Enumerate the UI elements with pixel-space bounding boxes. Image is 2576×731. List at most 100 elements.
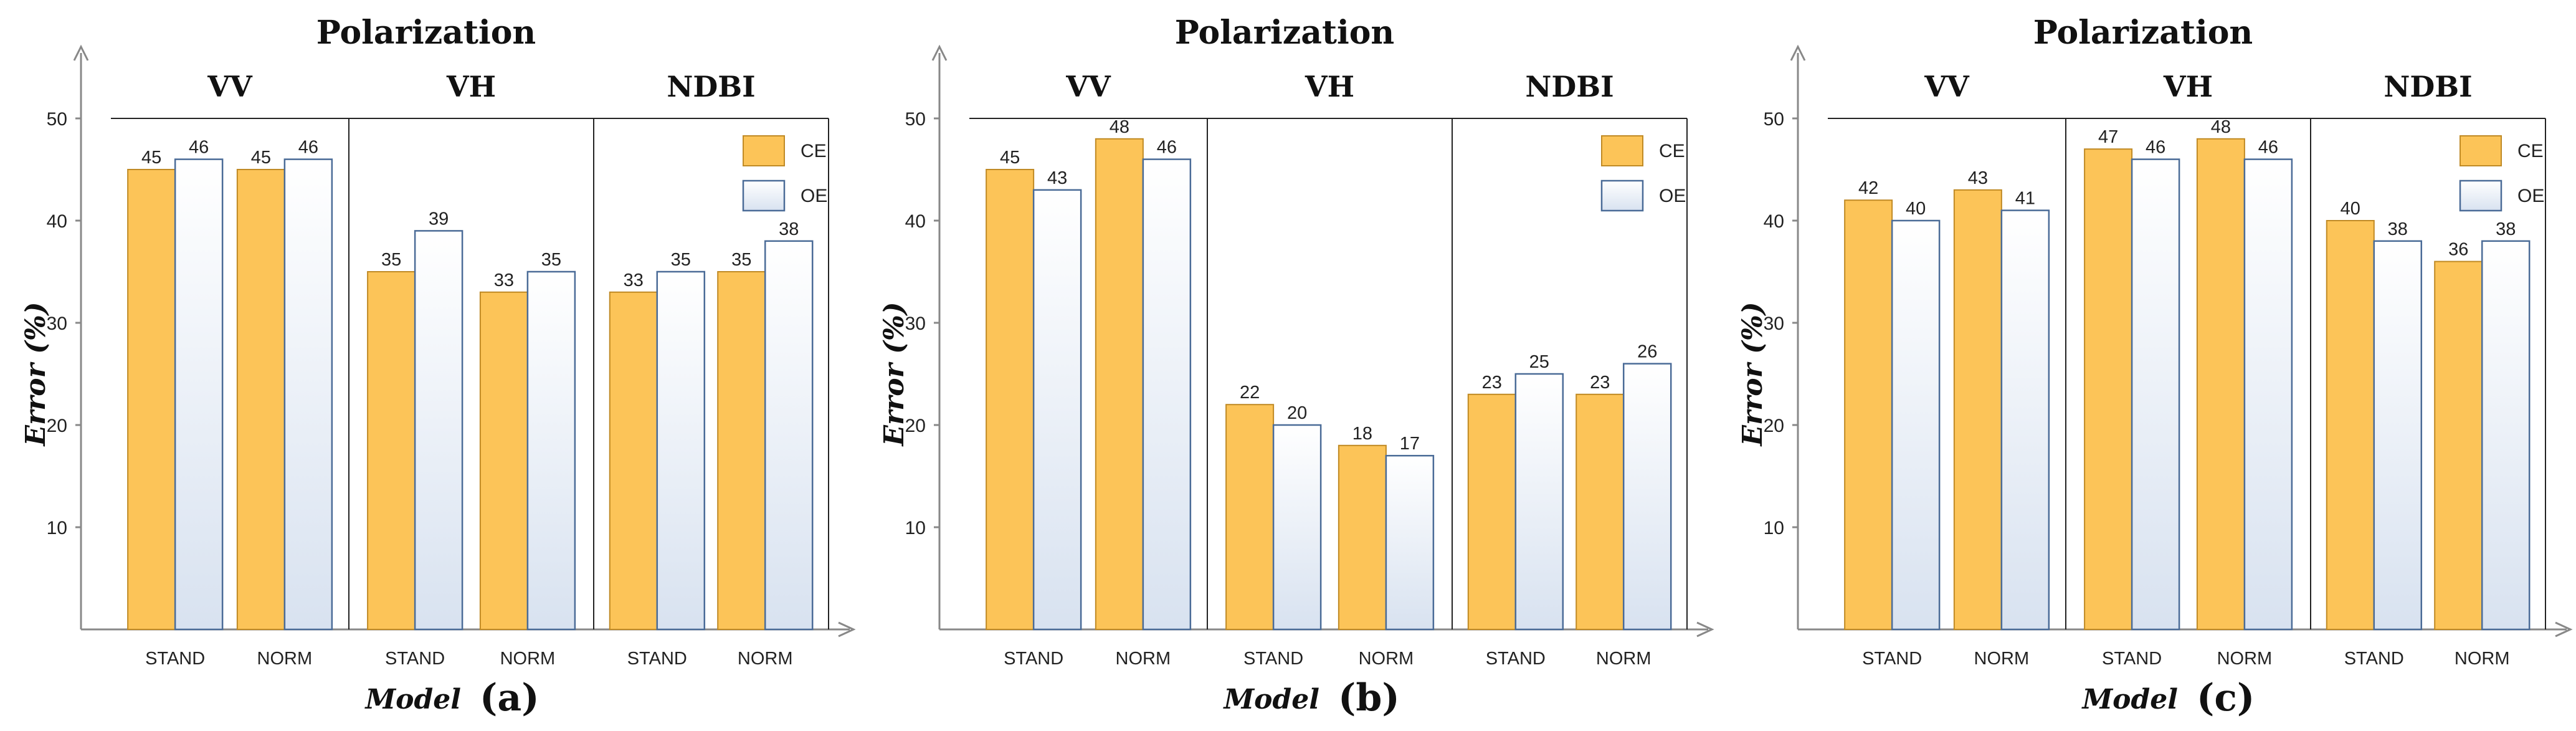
bar-ce — [367, 271, 416, 630]
y-axis-arrow — [931, 44, 948, 61]
bar-ce — [2196, 138, 2245, 631]
bar-oe — [2131, 158, 2180, 631]
chart-panel-b: Polarization 10 20 30 40 50 Error (%) VV VH NDBI 4… — [878, 14, 1714, 720]
y-tick-label: 30 — [47, 313, 67, 334]
bar-oe — [1032, 189, 1082, 631]
data-label-oe: 25 — [1529, 352, 1549, 372]
data-label-ce: 23 — [1482, 373, 1502, 393]
data-label-ce: 47 — [2098, 127, 2118, 147]
data-label-oe: 40 — [1906, 199, 1926, 219]
legend-swatch-ce — [743, 135, 785, 166]
chart-title: Polarization — [2033, 14, 2253, 52]
bar-oe — [283, 158, 333, 631]
y-tick-label: 10 — [1764, 518, 1784, 538]
data-label-ce: 42 — [1858, 178, 1878, 198]
bar-ce — [236, 169, 285, 630]
x-category-label: NORM — [1359, 649, 1414, 669]
y-axis-label: Error (%) — [1737, 302, 1769, 447]
x-category-label: STAND — [2344, 649, 2404, 669]
bar-oe — [1385, 454, 1435, 631]
bar-ce — [1576, 393, 1625, 630]
data-label-oe: 41 — [2015, 189, 2035, 209]
data-label-oe: 39 — [429, 209, 449, 229]
x-axis-label: Model — [364, 684, 461, 715]
bar-oe — [1891, 219, 1941, 631]
data-label-oe: 46 — [2258, 138, 2278, 158]
data-label-oe: 38 — [2496, 219, 2516, 239]
data-label-oe: 46 — [298, 138, 318, 158]
data-label-oe: 20 — [1287, 403, 1307, 423]
data-label-ce: 40 — [2341, 199, 2360, 219]
x-axis-arrow — [2555, 621, 2573, 638]
data-label-oe: 38 — [2388, 219, 2408, 239]
x-category-label: STAND — [627, 649, 687, 669]
x-axis-arrow — [838, 621, 856, 638]
bar-ce — [1467, 393, 1516, 630]
data-label-ce: 45 — [141, 148, 161, 168]
data-label-ce: 48 — [1110, 117, 1129, 137]
bar-oe — [2373, 240, 2423, 631]
panel-letter: (b) — [1338, 676, 1400, 720]
legend-label-oe: OE — [2517, 186, 2544, 206]
bar-ce — [609, 291, 658, 630]
bar-oe — [414, 230, 463, 631]
y-tick-label: 50 — [1764, 109, 1784, 130]
x-category-label: NORM — [500, 649, 556, 669]
panel-letter: (c) — [2197, 676, 2255, 720]
bar-oe — [764, 240, 814, 631]
y-tick-label: 10 — [905, 518, 926, 538]
y-axis-label: Error (%) — [878, 302, 910, 447]
data-label-ce: 18 — [1352, 424, 1372, 444]
data-label-ce: 22 — [1240, 383, 1260, 403]
x-category-label: NORM — [1116, 649, 1171, 669]
y-tick-label: 20 — [47, 416, 67, 436]
bar-ce — [717, 271, 766, 630]
chart-panel-a: Polarization 10 20 30 40 50 Error (%) VV VH NDBI 4… — [20, 14, 856, 720]
bar-ce — [1225, 404, 1275, 630]
y-axis-arrow — [73, 44, 89, 61]
data-label-oe: 38 — [779, 219, 799, 239]
group-label-ndbi: NDBI — [1525, 70, 1614, 103]
data-label-ce: 45 — [1000, 148, 1020, 168]
chart-title: Polarization — [1175, 14, 1394, 52]
x-category-label: STAND — [1243, 649, 1303, 669]
bar-oe — [526, 270, 576, 631]
bar-oe — [2243, 158, 2293, 631]
data-label-ce: 36 — [2448, 240, 2468, 260]
bar-oe — [2000, 209, 2050, 631]
data-label-oe: 17 — [1400, 434, 1420, 454]
y-tick-label: 30 — [1764, 313, 1784, 334]
x-category-label: NORM — [1974, 649, 2030, 669]
y-axis-arrow — [1790, 44, 1806, 61]
group-label-vh: VH — [2163, 70, 2213, 103]
x-category-label: NORM — [738, 649, 793, 669]
group-label-ndbi: NDBI — [2384, 70, 2472, 103]
data-label-oe: 43 — [1047, 168, 1067, 188]
legend-label-ce: CE — [1659, 141, 1685, 161]
x-category-label: STAND — [1004, 649, 1063, 669]
bar-ce — [2326, 220, 2375, 630]
data-label-ce: 33 — [494, 270, 514, 290]
legend-swatch-ce — [1601, 135, 1643, 166]
legend-label-oe: OE — [801, 186, 827, 206]
y-tick-label: 30 — [905, 313, 926, 334]
legend-label-oe: OE — [1659, 186, 1686, 206]
bar-ce — [2434, 260, 2483, 631]
legend-swatch-oe — [742, 179, 786, 212]
x-category-label: NORM — [2455, 649, 2510, 669]
data-label-oe: 46 — [189, 138, 209, 158]
group-label-vh: VH — [446, 70, 496, 103]
data-label-ce: 35 — [731, 250, 751, 270]
group-label-ndbi: NDBI — [667, 70, 755, 103]
data-label-ce: 43 — [1968, 168, 1988, 188]
chart-title: Polarization — [316, 14, 536, 52]
x-category-label: NORM — [1596, 649, 1652, 669]
x-axis-arrow — [1696, 621, 1714, 638]
y-tick-label: 10 — [47, 518, 67, 538]
bar-oe — [1622, 363, 1672, 631]
data-label-oe: 46 — [1157, 138, 1177, 158]
x-category-label: STAND — [385, 649, 445, 669]
group-label-vh: VH — [1305, 70, 1354, 103]
x-category-label: STAND — [1486, 649, 1546, 669]
